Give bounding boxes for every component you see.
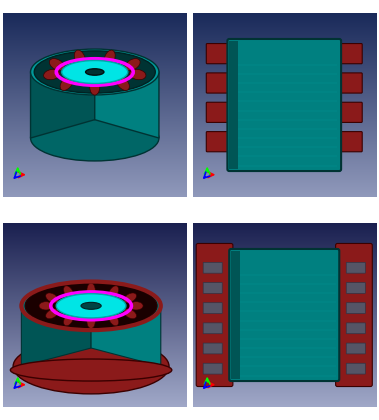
Ellipse shape — [129, 302, 143, 310]
FancyBboxPatch shape — [203, 323, 222, 334]
FancyBboxPatch shape — [229, 41, 238, 169]
FancyBboxPatch shape — [346, 283, 365, 293]
Ellipse shape — [25, 283, 157, 329]
FancyBboxPatch shape — [346, 343, 365, 354]
FancyBboxPatch shape — [346, 363, 365, 374]
FancyBboxPatch shape — [346, 262, 365, 273]
Polygon shape — [21, 287, 91, 366]
Ellipse shape — [31, 49, 159, 95]
Ellipse shape — [130, 69, 146, 80]
FancyBboxPatch shape — [346, 323, 365, 334]
FancyBboxPatch shape — [196, 244, 233, 386]
Ellipse shape — [13, 339, 169, 394]
FancyBboxPatch shape — [229, 249, 339, 381]
FancyBboxPatch shape — [206, 44, 230, 64]
FancyBboxPatch shape — [338, 102, 362, 122]
FancyBboxPatch shape — [206, 131, 230, 152]
Ellipse shape — [62, 60, 128, 84]
Ellipse shape — [109, 313, 119, 326]
Ellipse shape — [34, 51, 155, 93]
Ellipse shape — [86, 69, 104, 75]
Ellipse shape — [90, 79, 100, 95]
FancyBboxPatch shape — [338, 131, 362, 152]
Ellipse shape — [125, 58, 140, 71]
FancyBboxPatch shape — [227, 39, 341, 171]
FancyBboxPatch shape — [338, 44, 362, 64]
Ellipse shape — [56, 294, 126, 318]
FancyBboxPatch shape — [231, 251, 240, 379]
Ellipse shape — [10, 359, 172, 381]
Ellipse shape — [109, 286, 119, 299]
Ellipse shape — [39, 302, 53, 310]
Ellipse shape — [46, 293, 58, 303]
Ellipse shape — [74, 50, 85, 66]
FancyBboxPatch shape — [338, 73, 362, 93]
Ellipse shape — [81, 302, 101, 309]
Ellipse shape — [49, 58, 64, 71]
Ellipse shape — [124, 309, 136, 319]
FancyBboxPatch shape — [203, 303, 222, 314]
FancyBboxPatch shape — [346, 303, 365, 314]
Polygon shape — [91, 287, 161, 366]
FancyBboxPatch shape — [203, 283, 222, 293]
Ellipse shape — [87, 315, 95, 328]
Ellipse shape — [124, 293, 136, 303]
Ellipse shape — [64, 286, 74, 299]
FancyBboxPatch shape — [203, 262, 222, 273]
Ellipse shape — [44, 69, 60, 80]
FancyBboxPatch shape — [336, 244, 372, 386]
Polygon shape — [31, 55, 95, 138]
FancyBboxPatch shape — [203, 343, 222, 354]
Ellipse shape — [104, 50, 115, 66]
FancyBboxPatch shape — [203, 363, 222, 374]
Ellipse shape — [21, 281, 161, 331]
FancyBboxPatch shape — [206, 102, 230, 122]
FancyBboxPatch shape — [206, 73, 230, 93]
Ellipse shape — [87, 283, 95, 297]
Ellipse shape — [64, 313, 74, 326]
Ellipse shape — [60, 76, 73, 90]
Ellipse shape — [116, 76, 129, 90]
Ellipse shape — [46, 309, 58, 319]
Polygon shape — [95, 55, 159, 138]
Ellipse shape — [31, 115, 159, 161]
